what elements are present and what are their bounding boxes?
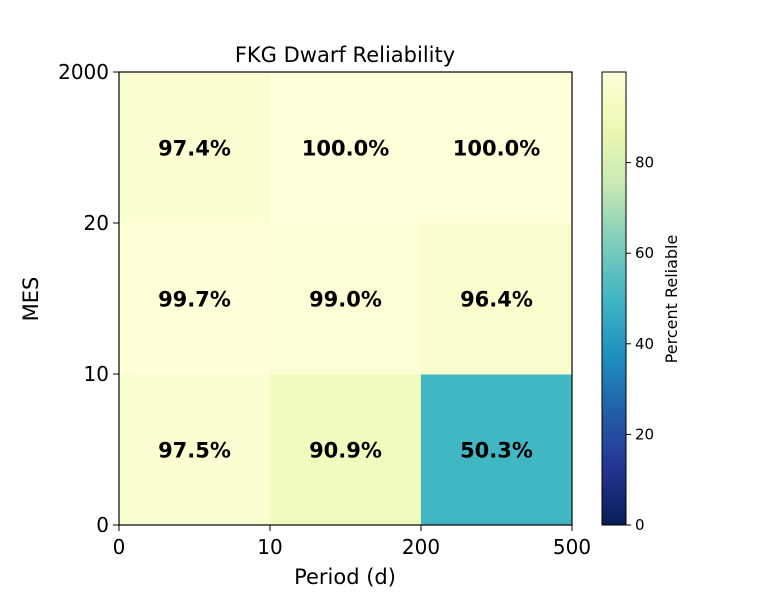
cell-value-label: 50.3%	[460, 439, 533, 463]
heatmap-cell	[421, 223, 573, 375]
x-tick-label: 200	[402, 535, 440, 559]
y-tick-label: 2000	[58, 60, 109, 84]
heatmap-cells: 97.5% 90.9% 50.3% 99.7% 99.0% 96.4% 97.4% 100.0…	[119, 72, 573, 526]
colorbar-ticks: 0 20 40 60 80	[626, 154, 654, 534]
heatmap-cell	[421, 72, 573, 224]
cell-value-label: 100.0%	[302, 137, 389, 161]
cell-value-label: 97.5%	[158, 439, 231, 463]
y-axis: 0 10 20 2000	[58, 60, 119, 537]
x-tick-label: 500	[553, 535, 591, 559]
heatmap-cell	[119, 374, 271, 526]
heatmap-cell	[270, 223, 422, 375]
cell-value-label: 96.4%	[460, 288, 533, 312]
heatmap-cell	[119, 72, 271, 224]
cell-value-label: 99.0%	[309, 288, 382, 312]
y-tick-label: 20	[84, 211, 109, 235]
colorbar-tick-label: 0	[635, 516, 645, 534]
x-tick-label: 0	[113, 535, 126, 559]
x-axis-label: Period (d)	[294, 565, 396, 589]
x-axis: 0 10 200 500	[113, 525, 591, 559]
plot-frame	[118, 71, 573, 526]
colorbar-label: Percent Reliable	[662, 235, 681, 364]
x-tick-label: 10	[257, 535, 282, 559]
cell-value-label: 90.9%	[309, 439, 382, 463]
heatmap-cell	[119, 223, 271, 375]
colorbar-tick-label: 60	[635, 244, 654, 262]
y-tick-label: 10	[84, 362, 109, 386]
heatmap-cell	[270, 374, 422, 526]
y-axis-label: MES	[19, 277, 43, 322]
colorbar-tick-label: 80	[635, 154, 654, 172]
colorbar-tick-label: 40	[635, 335, 654, 353]
colorbar	[601, 71, 627, 526]
heatmap-cell	[270, 72, 422, 224]
y-tick-label: 0	[96, 513, 109, 537]
cell-value-label: 97.4%	[158, 137, 231, 161]
cell-value-label: 100.0%	[453, 137, 540, 161]
chart-title: FKG Dwarf Reliability	[235, 43, 455, 67]
heatmap-cell	[421, 374, 573, 526]
cell-value-label: 99.7%	[158, 288, 231, 312]
colorbar-tick-label: 20	[635, 425, 654, 443]
